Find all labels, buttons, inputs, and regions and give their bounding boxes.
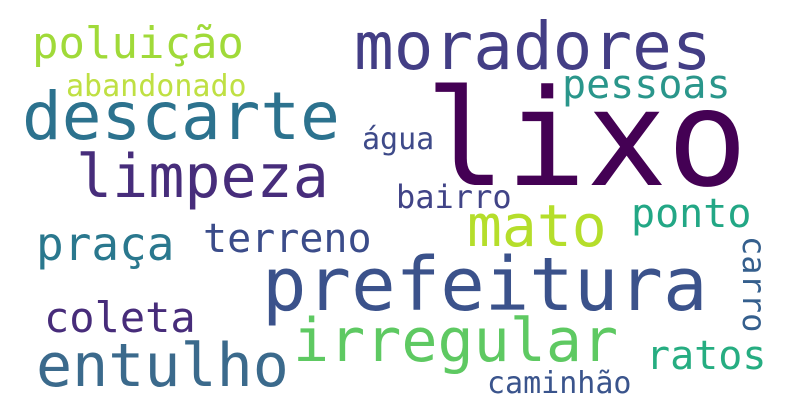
- word-moradores: moradores: [354, 8, 712, 85]
- word-coleta: coleta: [44, 293, 196, 342]
- word-pessoas: pessoas: [562, 62, 731, 108]
- word-descarte: descarte: [22, 78, 340, 155]
- word-carro: carro: [735, 236, 773, 333]
- word-agua: água: [362, 122, 435, 157]
- word-prefeitura: prefeitura: [262, 242, 708, 328]
- word-mato: mato: [467, 192, 607, 260]
- word-irregular: irregular: [293, 306, 619, 376]
- word-ponto: ponto: [631, 191, 752, 237]
- word-limpeza: limpeza: [76, 142, 329, 212]
- word-ratos: ratos: [646, 333, 767, 379]
- word-poluicao: poluição: [32, 18, 244, 69]
- word-abandonado: abandonado: [66, 69, 247, 104]
- word-entulho: entulho: [36, 331, 289, 401]
- word-praca: praça: [36, 217, 175, 271]
- word-caminhao: caminhão: [487, 366, 632, 401]
- word-bairro: bairro: [396, 178, 512, 216]
- word-lixo: lixo: [425, 61, 748, 217]
- word-terreno: terreno: [203, 216, 372, 262]
